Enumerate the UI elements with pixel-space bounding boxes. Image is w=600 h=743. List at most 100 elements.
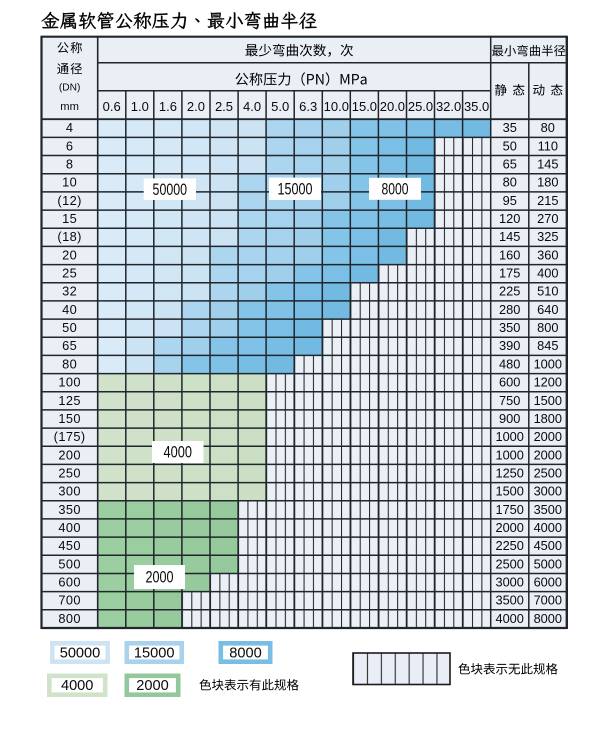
svg-text:1750: 1750: [495, 502, 523, 517]
svg-text:7000: 7000: [534, 593, 562, 608]
svg-text:2500: 2500: [495, 556, 523, 571]
svg-text:160: 160: [499, 247, 520, 262]
svg-text:750: 750: [499, 393, 520, 408]
svg-text:8000: 8000: [534, 611, 562, 626]
svg-text:800: 800: [537, 320, 558, 335]
svg-text:360: 360: [537, 247, 558, 262]
svg-text:2000: 2000: [146, 568, 174, 587]
svg-text:10.0: 10.0: [324, 99, 349, 114]
svg-text:8000: 8000: [382, 179, 409, 198]
svg-text:1200: 1200: [534, 375, 562, 390]
svg-text:400: 400: [537, 266, 558, 281]
svg-text:65: 65: [503, 157, 517, 172]
svg-text:325: 325: [537, 229, 558, 244]
svg-text:2500: 2500: [534, 465, 562, 480]
svg-text:150: 150: [58, 411, 81, 426]
svg-text:6000: 6000: [534, 575, 562, 590]
svg-text:(18): (18): [57, 229, 81, 244]
svg-text:175: 175: [499, 266, 520, 281]
svg-text:4500: 4500: [534, 538, 562, 553]
svg-text:640: 640: [537, 302, 558, 317]
svg-text:(175): (175): [54, 429, 86, 444]
svg-text:(DN): (DN): [59, 83, 81, 94]
svg-text:15000: 15000: [278, 179, 313, 198]
svg-text:2.0: 2.0: [187, 99, 205, 114]
svg-text:1500: 1500: [534, 393, 562, 408]
svg-text:3500: 3500: [495, 593, 523, 608]
svg-text:5.0: 5.0: [271, 99, 289, 114]
svg-text:300: 300: [58, 484, 81, 499]
svg-text:500: 500: [58, 556, 81, 571]
svg-text:32.0: 32.0: [436, 99, 461, 114]
svg-text:32: 32: [62, 284, 77, 299]
svg-text:450: 450: [58, 538, 81, 553]
svg-text:20.0: 20.0: [380, 99, 405, 114]
svg-text:6.3: 6.3: [299, 99, 317, 114]
svg-text:800: 800: [58, 611, 81, 626]
svg-text:4: 4: [66, 120, 74, 135]
svg-text:145: 145: [537, 157, 558, 172]
svg-text:2000: 2000: [495, 520, 523, 535]
svg-text:mm: mm: [60, 101, 79, 113]
svg-text:200: 200: [58, 447, 81, 462]
svg-text:100: 100: [58, 375, 81, 390]
svg-text:15: 15: [62, 211, 77, 226]
svg-text:50000: 50000: [60, 645, 101, 661]
svg-text:1000: 1000: [495, 429, 523, 444]
svg-text:350: 350: [58, 502, 81, 517]
svg-text:8: 8: [66, 157, 74, 172]
svg-text:95: 95: [503, 193, 517, 208]
svg-text:2.5: 2.5: [215, 99, 233, 114]
svg-text:3000: 3000: [534, 484, 562, 499]
svg-text:270: 270: [537, 211, 558, 226]
svg-text:215: 215: [537, 193, 558, 208]
svg-text:180: 180: [537, 175, 558, 190]
svg-text:845: 845: [537, 338, 558, 353]
svg-text:10: 10: [62, 175, 77, 190]
svg-text:50000: 50000: [153, 180, 188, 199]
svg-text:280: 280: [499, 302, 520, 317]
svg-text:2000: 2000: [534, 447, 562, 462]
svg-text:1000: 1000: [495, 447, 523, 462]
svg-text:700: 700: [58, 593, 81, 608]
svg-text:1.6: 1.6: [159, 99, 177, 114]
svg-text:15000: 15000: [134, 645, 175, 661]
svg-text:80: 80: [62, 356, 77, 371]
svg-text:250: 250: [58, 465, 81, 480]
svg-text:1000: 1000: [534, 356, 562, 371]
svg-text:5000: 5000: [534, 556, 562, 571]
svg-text:3500: 3500: [534, 502, 562, 517]
svg-text:4000: 4000: [534, 520, 562, 535]
svg-text:480: 480: [499, 356, 520, 371]
svg-text:15.0: 15.0: [352, 99, 377, 114]
svg-text:35.0: 35.0: [464, 99, 489, 114]
svg-text:20: 20: [62, 247, 77, 262]
svg-text:1800: 1800: [534, 411, 562, 426]
svg-text:600: 600: [499, 375, 520, 390]
svg-text:65: 65: [62, 338, 77, 353]
svg-text:4000: 4000: [495, 611, 523, 626]
svg-text:110: 110: [538, 138, 558, 153]
svg-text:80: 80: [503, 175, 517, 190]
svg-text:390: 390: [499, 338, 520, 353]
svg-text:145: 145: [499, 229, 520, 244]
svg-text:0.6: 0.6: [103, 99, 121, 114]
svg-text:35: 35: [503, 120, 517, 135]
svg-text:4000: 4000: [61, 678, 93, 694]
svg-text:2000: 2000: [136, 678, 168, 694]
svg-text:2000: 2000: [534, 429, 562, 444]
svg-text:8000: 8000: [229, 645, 261, 661]
svg-text:120: 120: [499, 211, 520, 226]
svg-text:50: 50: [503, 138, 517, 153]
svg-text:1250: 1250: [495, 465, 523, 480]
svg-text:600: 600: [58, 575, 81, 590]
svg-text:40: 40: [62, 302, 77, 317]
svg-text:900: 900: [499, 411, 520, 426]
svg-text:25: 25: [62, 266, 77, 281]
svg-text:2250: 2250: [495, 538, 523, 553]
svg-text:(12): (12): [57, 193, 81, 208]
svg-text:1500: 1500: [495, 484, 523, 499]
svg-text:400: 400: [58, 520, 81, 535]
svg-text:125: 125: [58, 393, 81, 408]
svg-text:25.0: 25.0: [408, 99, 433, 114]
